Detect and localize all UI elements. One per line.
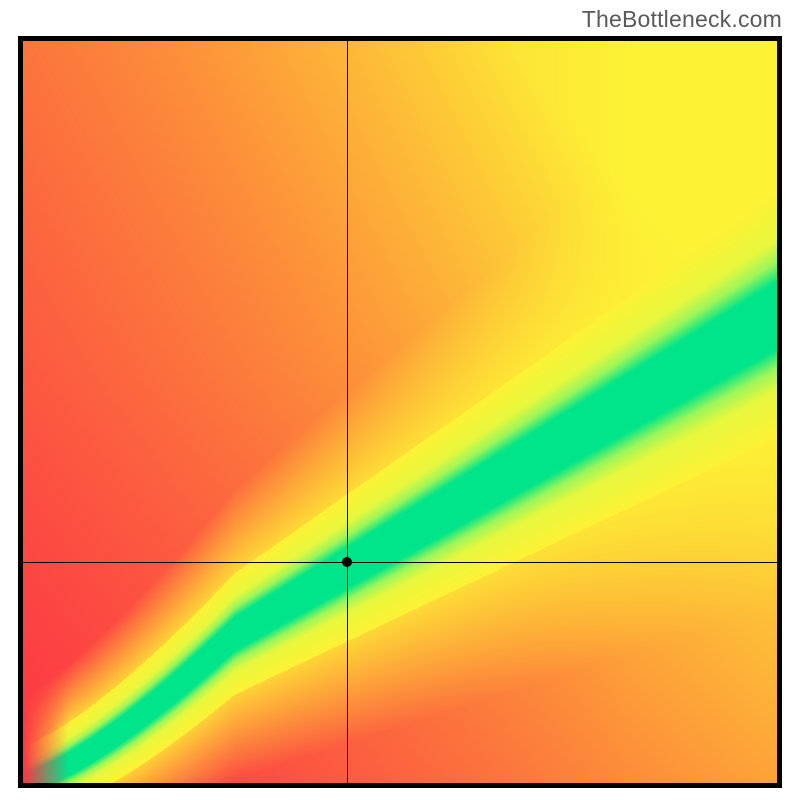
heatmap-plot [18, 36, 782, 788]
marker-dot [342, 557, 352, 567]
crosshair-horizontal [23, 562, 777, 563]
crosshair-vertical [347, 41, 348, 783]
watermark-text: TheBottleneck.com [582, 6, 782, 33]
chart-frame: TheBottleneck.com [0, 0, 800, 800]
heatmap-canvas [23, 41, 777, 783]
